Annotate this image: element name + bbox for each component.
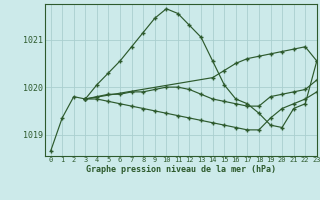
X-axis label: Graphe pression niveau de la mer (hPa): Graphe pression niveau de la mer (hPa) — [86, 165, 276, 174]
